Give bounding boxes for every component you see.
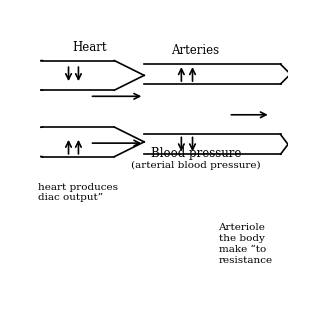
Text: the body: the body [219,234,264,243]
Text: Arteries: Arteries [171,44,219,57]
Text: (arterial blood pressure): (arterial blood pressure) [132,161,261,170]
Text: Arteriole: Arteriole [219,223,265,232]
Text: heart produces: heart produces [37,183,117,192]
Text: make “to: make “to [219,245,266,254]
Text: diac output”: diac output” [37,193,103,202]
Text: Heart: Heart [72,41,107,54]
Text: resistance: resistance [219,256,273,265]
Text: Blood pressure: Blood pressure [151,148,241,160]
